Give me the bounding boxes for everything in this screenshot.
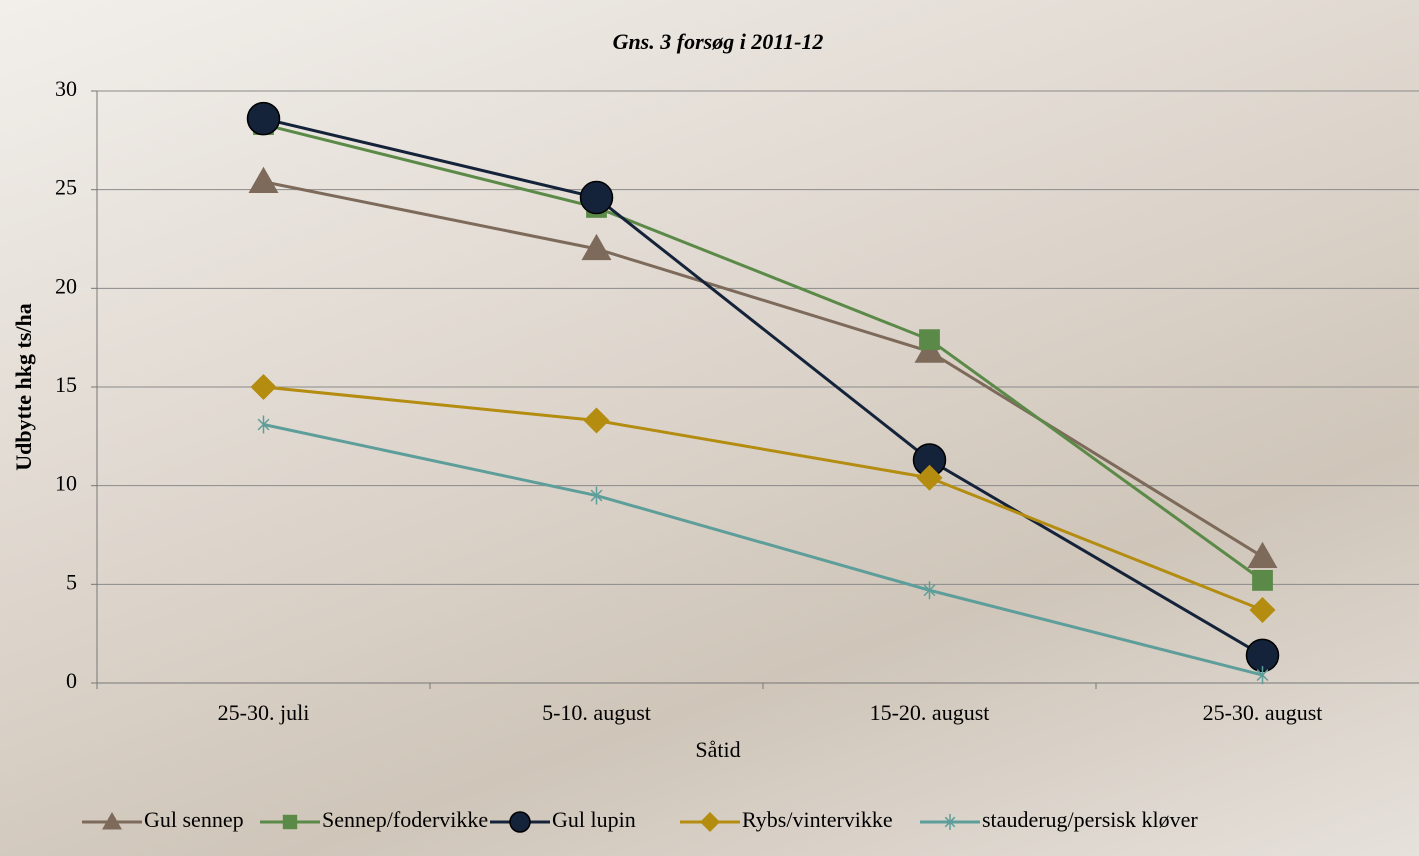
legend-label: Rybs/vintervikke bbox=[742, 807, 893, 832]
y-tick-label: 0 bbox=[66, 668, 77, 693]
x-axis-label: Såtid bbox=[695, 737, 740, 762]
marker bbox=[916, 464, 943, 491]
marker bbox=[583, 407, 610, 434]
y-axis-label: Udbytte hkg ts/ha bbox=[11, 303, 36, 470]
series-line bbox=[263, 117, 1264, 657]
y-tick-label: 25 bbox=[55, 175, 77, 200]
marker bbox=[581, 233, 612, 261]
marker bbox=[246, 101, 281, 136]
series-line bbox=[263, 180, 1264, 558]
legend-label: Gul sennep bbox=[144, 807, 244, 832]
marker bbox=[250, 374, 277, 400]
y-tick-label: 20 bbox=[55, 273, 77, 298]
marker bbox=[257, 415, 270, 434]
y-tick-label: 5 bbox=[66, 569, 77, 594]
marker bbox=[102, 812, 122, 830]
marker bbox=[1249, 596, 1276, 623]
legend-label: stauderug/persisk kløver bbox=[982, 807, 1198, 832]
marker bbox=[1256, 666, 1269, 685]
legend-label: Gul lupin bbox=[552, 807, 636, 832]
marker bbox=[944, 814, 956, 830]
y-tick-label: 10 bbox=[55, 471, 77, 496]
x-tick-label: 25-30. august bbox=[1203, 700, 1323, 725]
marker bbox=[700, 812, 720, 832]
marker bbox=[248, 166, 279, 194]
y-tick-label: 30 bbox=[55, 76, 77, 101]
series-line bbox=[263, 385, 1264, 612]
marker bbox=[1252, 569, 1273, 591]
x-tick-label: 25-30. juli bbox=[218, 700, 310, 725]
y-tick-label: 15 bbox=[55, 372, 77, 397]
marker bbox=[919, 329, 940, 351]
x-tick-label: 5-10. august bbox=[542, 700, 651, 725]
marker bbox=[282, 814, 298, 830]
marker bbox=[590, 486, 603, 505]
series-line bbox=[263, 423, 1263, 677]
marker bbox=[509, 811, 531, 833]
chart-title: Gns. 3 forsøg i 2011-12 bbox=[613, 29, 824, 54]
marker bbox=[579, 180, 614, 215]
x-tick-label: 15-20. august bbox=[870, 700, 990, 725]
legend-label: Sennep/fodervikke bbox=[322, 807, 488, 832]
marker bbox=[923, 581, 936, 600]
series-line bbox=[263, 123, 1264, 582]
marker bbox=[1247, 541, 1278, 568]
